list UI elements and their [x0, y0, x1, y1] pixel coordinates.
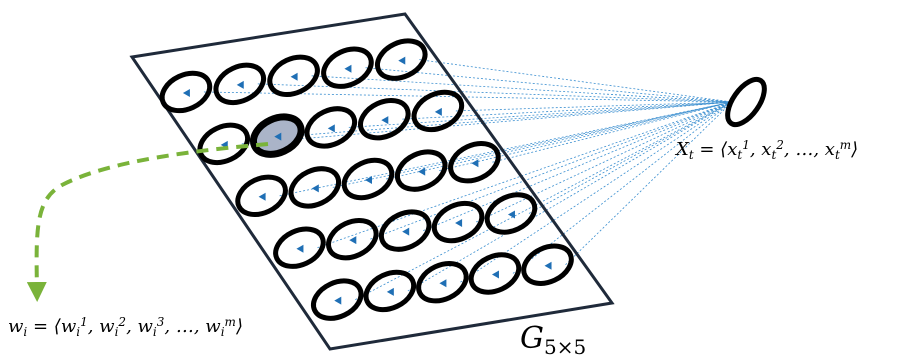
neuron-node [431, 200, 485, 244]
weight-arrow-icon [236, 80, 244, 89]
weight-arrow-icon [349, 236, 357, 245]
neuron-node [468, 252, 522, 295]
weight-arrow-icon [182, 88, 190, 97]
neuron-node [321, 46, 374, 89]
weight-arrow-icon [344, 64, 352, 73]
weight-arrow-icon [491, 270, 499, 279]
neuron-node [311, 278, 364, 321]
connection-line [407, 101, 733, 292]
weight-arrow-icon [398, 56, 406, 65]
weight-arrow-icon [334, 296, 342, 305]
neuron-node [394, 149, 448, 192]
grid-frame [129, 12, 615, 351]
connection-line [419, 59, 733, 103]
neuron-node [521, 243, 574, 286]
weight-arrow-icon [296, 244, 304, 253]
connection-line [423, 101, 733, 231]
weight-arrow-icon [402, 227, 410, 236]
weight-arrow-icon [471, 159, 479, 168]
neuron-node [273, 226, 326, 269]
connection-line [402, 101, 733, 120]
neuron-node [213, 62, 267, 106]
weight-arrow-icon [418, 167, 426, 176]
connection-line [492, 101, 733, 163]
connection-line [355, 101, 733, 300]
weight-arrow-icon [381, 116, 389, 125]
connection-line [385, 101, 733, 180]
connection-line [295, 101, 733, 137]
weight-arrow-icon [365, 176, 372, 184]
connection-line [348, 101, 733, 128]
neuron-node [378, 209, 432, 252]
connection-line [241, 101, 733, 145]
connection-line [370, 101, 733, 240]
weight-arrow-icon [434, 107, 442, 116]
weight-vector-label: wi = ⟨wi1, wi2, wi3, …, wim⟩ [8, 315, 243, 339]
weight-arrow-icon [544, 261, 552, 270]
connection-line [279, 101, 733, 197]
neuron-node [341, 157, 395, 201]
neuron-node [411, 89, 465, 133]
neuron-node [448, 141, 501, 184]
neuron-node [288, 166, 342, 209]
winner-path [26, 142, 269, 302]
weight-arrow-icon [386, 287, 394, 296]
neuron-node [484, 192, 538, 235]
neuron-node [250, 113, 305, 158]
connection-line [365, 67, 733, 103]
input-node [725, 76, 767, 128]
neuron-node [326, 217, 379, 261]
neuron-grid [159, 38, 574, 321]
grid-size-label: G5×5 [520, 321, 586, 358]
weight-arrow-icon [439, 279, 447, 288]
input-vector-label: Xt = ⟨xt1, xt2, …, xtm⟩ [674, 138, 858, 162]
weight-arrow-icon [258, 192, 266, 201]
connection-line [455, 101, 733, 112]
neuron-node [358, 97, 411, 141]
neuron-node [235, 174, 288, 217]
connection-line [565, 101, 733, 266]
weight-arrow-icon [311, 184, 319, 193]
neuron-node [375, 38, 428, 81]
weight-arrow-icon [455, 219, 463, 228]
weight-arrow-icon [290, 72, 298, 81]
connection-line [257, 83, 733, 103]
neuron-node [159, 70, 213, 114]
neuron-node [304, 106, 358, 149]
weight-arrow-icon [327, 124, 335, 133]
weight-arrow-icon [507, 210, 515, 219]
neuron-node [267, 54, 320, 97]
weight-arrow-icon [274, 132, 282, 141]
neuron-node [363, 269, 417, 313]
connection-line [528, 101, 733, 214]
connection-line [475, 101, 733, 223]
neuron-node [416, 261, 469, 304]
